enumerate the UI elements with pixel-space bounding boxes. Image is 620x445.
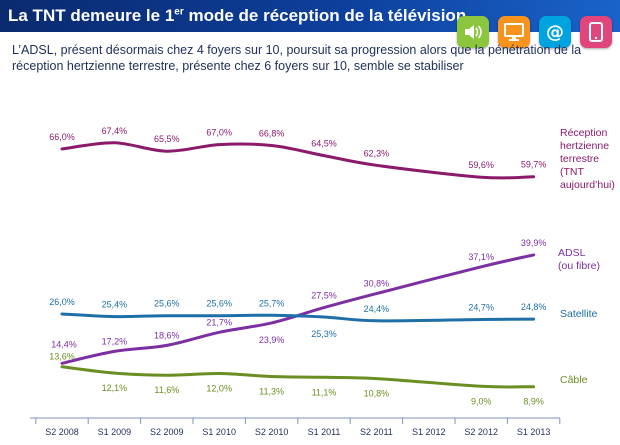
data-label: 24,4% [364, 304, 390, 314]
data-label: 14,4% [51, 339, 77, 349]
data-label: 13,6% [49, 352, 75, 362]
data-label: 23,9% [259, 335, 285, 345]
series-label: aujourd’hui) [560, 179, 615, 191]
data-label: 26,0% [49, 297, 75, 307]
svg-text:@: @ [546, 22, 564, 43]
data-label: 30,8% [364, 279, 390, 289]
x-tick-label: S1 2009 [98, 427, 132, 437]
data-label: 21,7% [206, 317, 232, 327]
data-label: 59,6% [468, 160, 494, 170]
x-tick-label: S2 2012 [464, 427, 498, 437]
speaker-icon [457, 16, 489, 48]
x-tick-label: S2 2008 [45, 427, 79, 437]
series-label: Satellite [560, 308, 598, 320]
data-label: 25,7% [259, 298, 285, 308]
data-label: 11,3% [259, 386, 284, 396]
series-line [60, 365, 536, 389]
x-tick-label: S2 2009 [150, 427, 184, 437]
series-label: terrestre [560, 153, 599, 165]
series-label: hertzienne [560, 140, 609, 152]
data-label: 25,4% [102, 300, 128, 310]
at-sign-icon: @ [539, 16, 571, 48]
data-label: 37,1% [468, 252, 494, 262]
data-label: 27,5% [311, 291, 337, 301]
series-label: (TNT [560, 166, 584, 178]
series-line [60, 253, 536, 365]
data-label: 25,6% [206, 299, 232, 309]
series-label: ADSL [558, 247, 586, 259]
data-label: 39,9% [521, 238, 547, 248]
data-label: 12,0% [206, 384, 232, 394]
data-label: 18,6% [154, 330, 180, 340]
data-label: 8,9% [523, 397, 544, 407]
data-label: 10,8% [364, 389, 390, 399]
data-label: 17,2% [102, 336, 128, 346]
data-label: 9,0% [471, 396, 492, 406]
x-tick-label: S1 2012 [412, 427, 446, 437]
data-label: 11,1% [312, 387, 337, 397]
data-label: 67,0% [206, 128, 232, 138]
data-label: 11,6% [154, 385, 179, 395]
data-label: 64,5% [311, 139, 337, 149]
data-label: 62,3% [364, 148, 390, 158]
data-label: 66,8% [259, 128, 285, 138]
data-label: 25,3% [311, 329, 337, 339]
data-label: 65,5% [154, 134, 180, 144]
data-label: 59,7% [521, 160, 547, 170]
page-title: La TNT demeure le 1er mode de réception … [8, 6, 467, 25]
subtitle-text: L’ADSL, présent désormais chez 4 foyers … [12, 43, 582, 73]
data-label: 66,0% [49, 132, 75, 142]
series-label: Réception [560, 127, 607, 139]
data-label: 24,7% [468, 303, 494, 313]
x-tick-label: S2 2011 [360, 427, 393, 437]
tablet-icon [580, 16, 612, 48]
series-label: (ou fibre) [558, 260, 600, 272]
x-tick-label: S1 2013 [517, 427, 551, 437]
x-tick-label: S2 2010 [255, 427, 289, 437]
monitor-icon [498, 16, 530, 48]
series-line [60, 312, 536, 323]
series-line [60, 141, 536, 180]
data-label: 25,6% [154, 299, 180, 309]
media-icons: @ [457, 16, 612, 48]
data-label: 12,1% [102, 383, 128, 393]
data-label: 24,8% [521, 302, 547, 312]
x-tick-label: S1 2010 [202, 427, 236, 437]
x-tick-label: S1 2011 [308, 427, 341, 437]
series-label: Câble [560, 374, 588, 386]
data-label: 67,4% [102, 126, 128, 136]
